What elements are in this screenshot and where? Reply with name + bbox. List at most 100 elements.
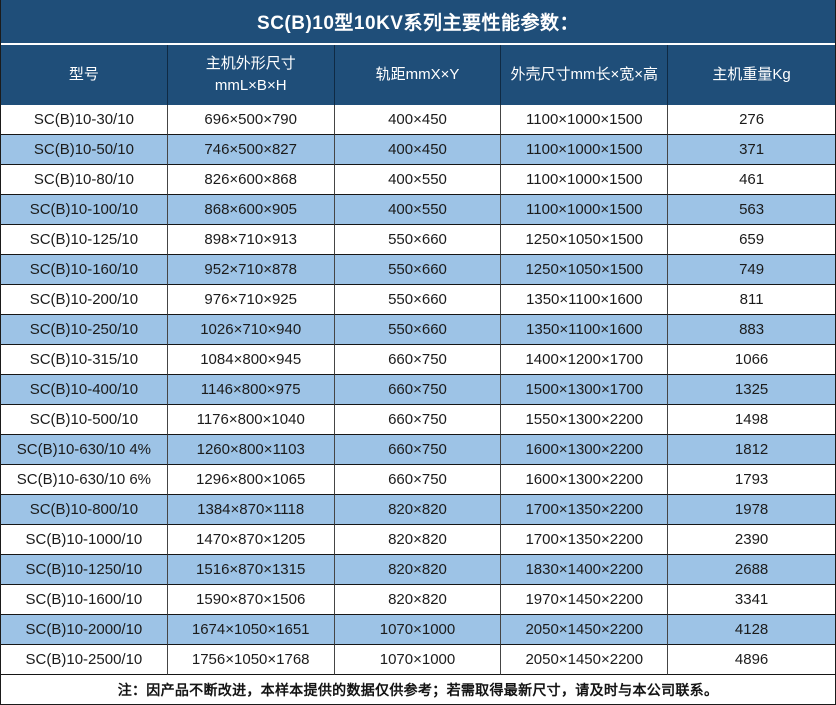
cell-model: SC(B)10-315/10 [1,345,168,375]
cell-rail-gauge: 550×660 [334,255,502,285]
cell-rail-gauge: 1070×1000 [334,615,502,645]
cell-shell-size: 1100×1000×1500 [501,135,669,165]
table-row: SC(B)10-630/10 4% 1260×800×1103 660×750 160… [1,435,835,465]
cell-weight: 1793 [668,465,835,495]
table-row: SC(B)10-800/10 1384×870×1118 820×820 1700×1… [1,495,835,525]
table-row: SC(B)10-1250/10 1516×870×1315 820×820 1830×… [1,555,835,585]
table-row: SC(B)10-1000/10 1470×870×1205 820×820 1700×… [1,525,835,555]
footer-note: 注：因产品不断改进，本样本提供的数据仅供参考；若需取得最新尺寸，请及时与本公司联… [1,675,835,704]
column-header-dimensions: 主机外形尺寸 mmL×B×H [168,45,335,105]
table-row: SC(B)10-50/10 746×500×827 400×450 1100×1000… [1,135,835,165]
cell-dimensions: 1296×800×1065 [167,465,335,495]
cell-model: SC(B)10-2500/10 [1,645,168,675]
cell-weight: 1066 [668,345,835,375]
cell-rail-gauge: 820×820 [334,495,502,525]
table-row: SC(B)10-400/10 1146×800×975 660×750 1500×13… [1,375,835,405]
column-header-dimensions-line2: mmL×B×H [214,77,287,94]
cell-rail-gauge: 820×820 [334,555,502,585]
table-row: SC(B)10-2500/10 1756×1050×1768 1070×1000 20… [1,645,835,675]
cell-model: SC(B)10-800/10 [1,495,168,525]
table-row: SC(B)10-100/10 868×600×905 400×550 1100×100… [1,195,835,225]
cell-rail-gauge: 660×750 [334,435,502,465]
cell-shell-size: 1970×1450×2200 [501,585,669,615]
cell-model: SC(B)10-200/10 [1,285,168,315]
cell-weight: 811 [668,285,835,315]
cell-dimensions: 1176×800×1040 [167,405,335,435]
cell-weight: 563 [668,195,835,225]
cell-model: SC(B)10-630/10 6% [1,465,168,495]
cell-shell-size: 1350×1100×1600 [501,285,669,315]
cell-dimensions: 1516×870×1315 [167,555,335,585]
cell-model: SC(B)10-400/10 [1,375,168,405]
cell-shell-size: 1100×1000×1500 [501,105,669,135]
cell-weight: 371 [668,135,835,165]
cell-rail-gauge: 660×750 [334,375,502,405]
cell-rail-gauge: 660×750 [334,465,502,495]
cell-model: SC(B)10-630/10 4% [1,435,168,465]
cell-shell-size: 2050×1450×2200 [501,615,669,645]
cell-dimensions: 952×710×878 [167,255,335,285]
table-row: SC(B)10-500/10 1176×800×1040 660×750 1550×1… [1,405,835,435]
cell-model: SC(B)10-125/10 [1,225,168,255]
cell-weight: 1325 [668,375,835,405]
cell-model: SC(B)10-100/10 [1,195,168,225]
cell-weight: 276 [668,105,835,135]
column-header-weight: 主机重量Kg [712,65,791,83]
cell-shell-size: 1550×1300×2200 [501,405,669,435]
cell-shell-size: 1400×1200×1700 [501,345,669,375]
cell-rail-gauge: 400×450 [334,105,502,135]
cell-dimensions: 1026×710×940 [167,315,335,345]
table-row: SC(B)10-80/10 826×600×868 400×550 1100×1000… [1,165,835,195]
table-row: SC(B)10-2000/10 1674×1050×1651 1070×1000 20… [1,615,835,645]
cell-shell-size: 1350×1100×1600 [501,315,669,345]
cell-dimensions: 976×710×925 [167,285,335,315]
cell-rail-gauge: 400×550 [334,165,502,195]
table-row: SC(B)10-1600/10 1590×870×1506 820×820 1970×… [1,585,835,615]
table-row: SC(B)10-30/10 696×500×790 400×450 1100×1000… [1,105,835,135]
cell-rail-gauge: 550×660 [334,285,502,315]
cell-rail-gauge: 660×750 [334,405,502,435]
column-header-model: 型号 [1,45,168,105]
cell-model: SC(B)10-1250/10 [1,555,168,585]
cell-rail-gauge: 1070×1000 [334,645,502,675]
cell-dimensions: 1146×800×975 [167,375,335,405]
cell-model: SC(B)10-80/10 [1,165,168,195]
cell-shell-size: 1250×1050×1500 [501,225,669,255]
cell-model: SC(B)10-250/10 [1,315,168,345]
cell-shell-size: 1830×1400×2200 [501,555,669,585]
table-header: 型号 主机外形尺寸 mmL×B×H 轨距mmX×Y 外壳尺寸mm长×宽×高 主机… [1,45,835,105]
cell-shell-size: 1100×1000×1500 [501,195,669,225]
cell-dimensions: 868×600×905 [167,195,335,225]
cell-shell-size: 1250×1050×1500 [501,255,669,285]
cell-dimensions: 1470×870×1205 [167,525,335,555]
cell-model: SC(B)10-160/10 [1,255,168,285]
cell-dimensions: 696×500×790 [167,105,335,135]
cell-weight: 2390 [668,525,835,555]
cell-weight: 4128 [668,615,835,645]
column-header-shell-size: 外壳尺寸mm长×宽×高 [501,45,669,105]
cell-dimensions: 826×600×868 [167,165,335,195]
cell-shell-size: 2050×1450×2200 [501,645,669,675]
cell-dimensions: 1260×800×1103 [167,435,335,465]
cell-shell-size: 1600×1300×2200 [501,435,669,465]
title-divider [1,43,835,45]
cell-rail-gauge: 820×820 [334,585,502,615]
cell-model: SC(B)10-50/10 [1,135,168,165]
cell-rail-gauge: 400×550 [334,195,502,225]
cell-shell-size: 1700×1350×2200 [501,495,669,525]
cell-dimensions: 1756×1050×1768 [167,645,335,675]
cell-rail-gauge: 400×450 [334,135,502,165]
cell-weight: 3341 [668,585,835,615]
cell-weight: 461 [668,165,835,195]
cell-rail-gauge: 820×820 [334,525,502,555]
cell-model: SC(B)10-1600/10 [1,585,168,615]
cell-dimensions: 746×500×827 [167,135,335,165]
table-row: SC(B)10-250/10 1026×710×940 550×660 1350×11… [1,315,835,345]
column-header-dimensions-line1: 主机外形尺寸 [205,54,296,72]
cell-shell-size: 1100×1000×1500 [501,165,669,195]
cell-weight: 749 [668,255,835,285]
cell-rail-gauge: 660×750 [334,345,502,375]
cell-weight: 659 [668,225,835,255]
cell-model: SC(B)10-500/10 [1,405,168,435]
